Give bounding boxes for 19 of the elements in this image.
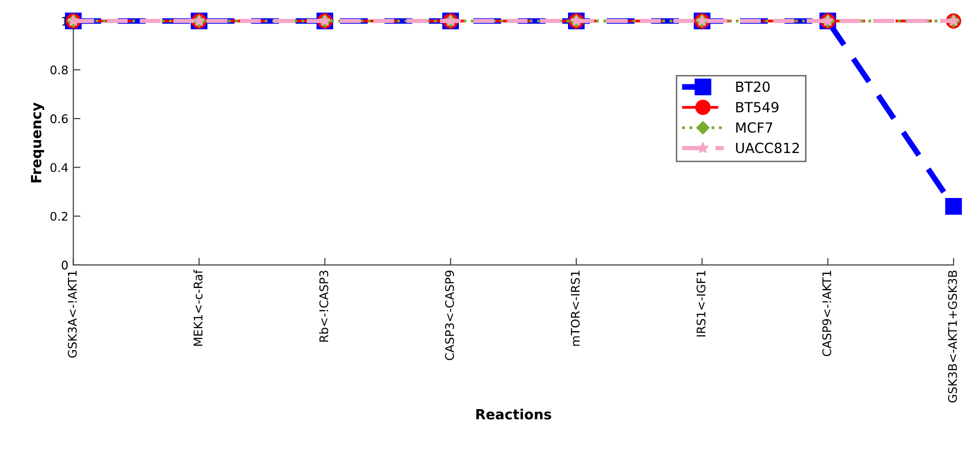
x-tick-label: MEK1<-c-Raf (193, 270, 203, 346)
x-tick-label: IRS1<-IGF1 (696, 270, 706, 336)
x-tick-label: GSK3B<-AKT1+GSK3B (948, 270, 957, 403)
y-axis-title: Frequency (31, 102, 44, 182)
legend-label: MCF7 (736, 122, 772, 133)
x-tick-label: GSK3A<-!AKT1 (68, 270, 77, 358)
x-tick-label: CASP9<-!AKT1 (822, 270, 832, 356)
x-tick-label: CASP3<-CASP9 (445, 270, 454, 360)
y-tick-label: 0.2 (50, 212, 68, 221)
legend-label: UACC812 (736, 142, 799, 154)
legend-label: BT549 (736, 102, 778, 112)
x-tick-label: Rb<-!CASP3 (319, 270, 328, 342)
x-axis-title: Reactions (476, 408, 552, 420)
y-tick-label: 0.8 (50, 65, 68, 74)
legend-label: BT20 (736, 82, 770, 92)
x-tick-label: mTOR<-IRS1 (570, 270, 580, 346)
y-tick-label: 0 (62, 260, 68, 270)
y-tick-label: 0.6 (50, 114, 68, 124)
y-tick-label: 0.4 (50, 163, 68, 172)
